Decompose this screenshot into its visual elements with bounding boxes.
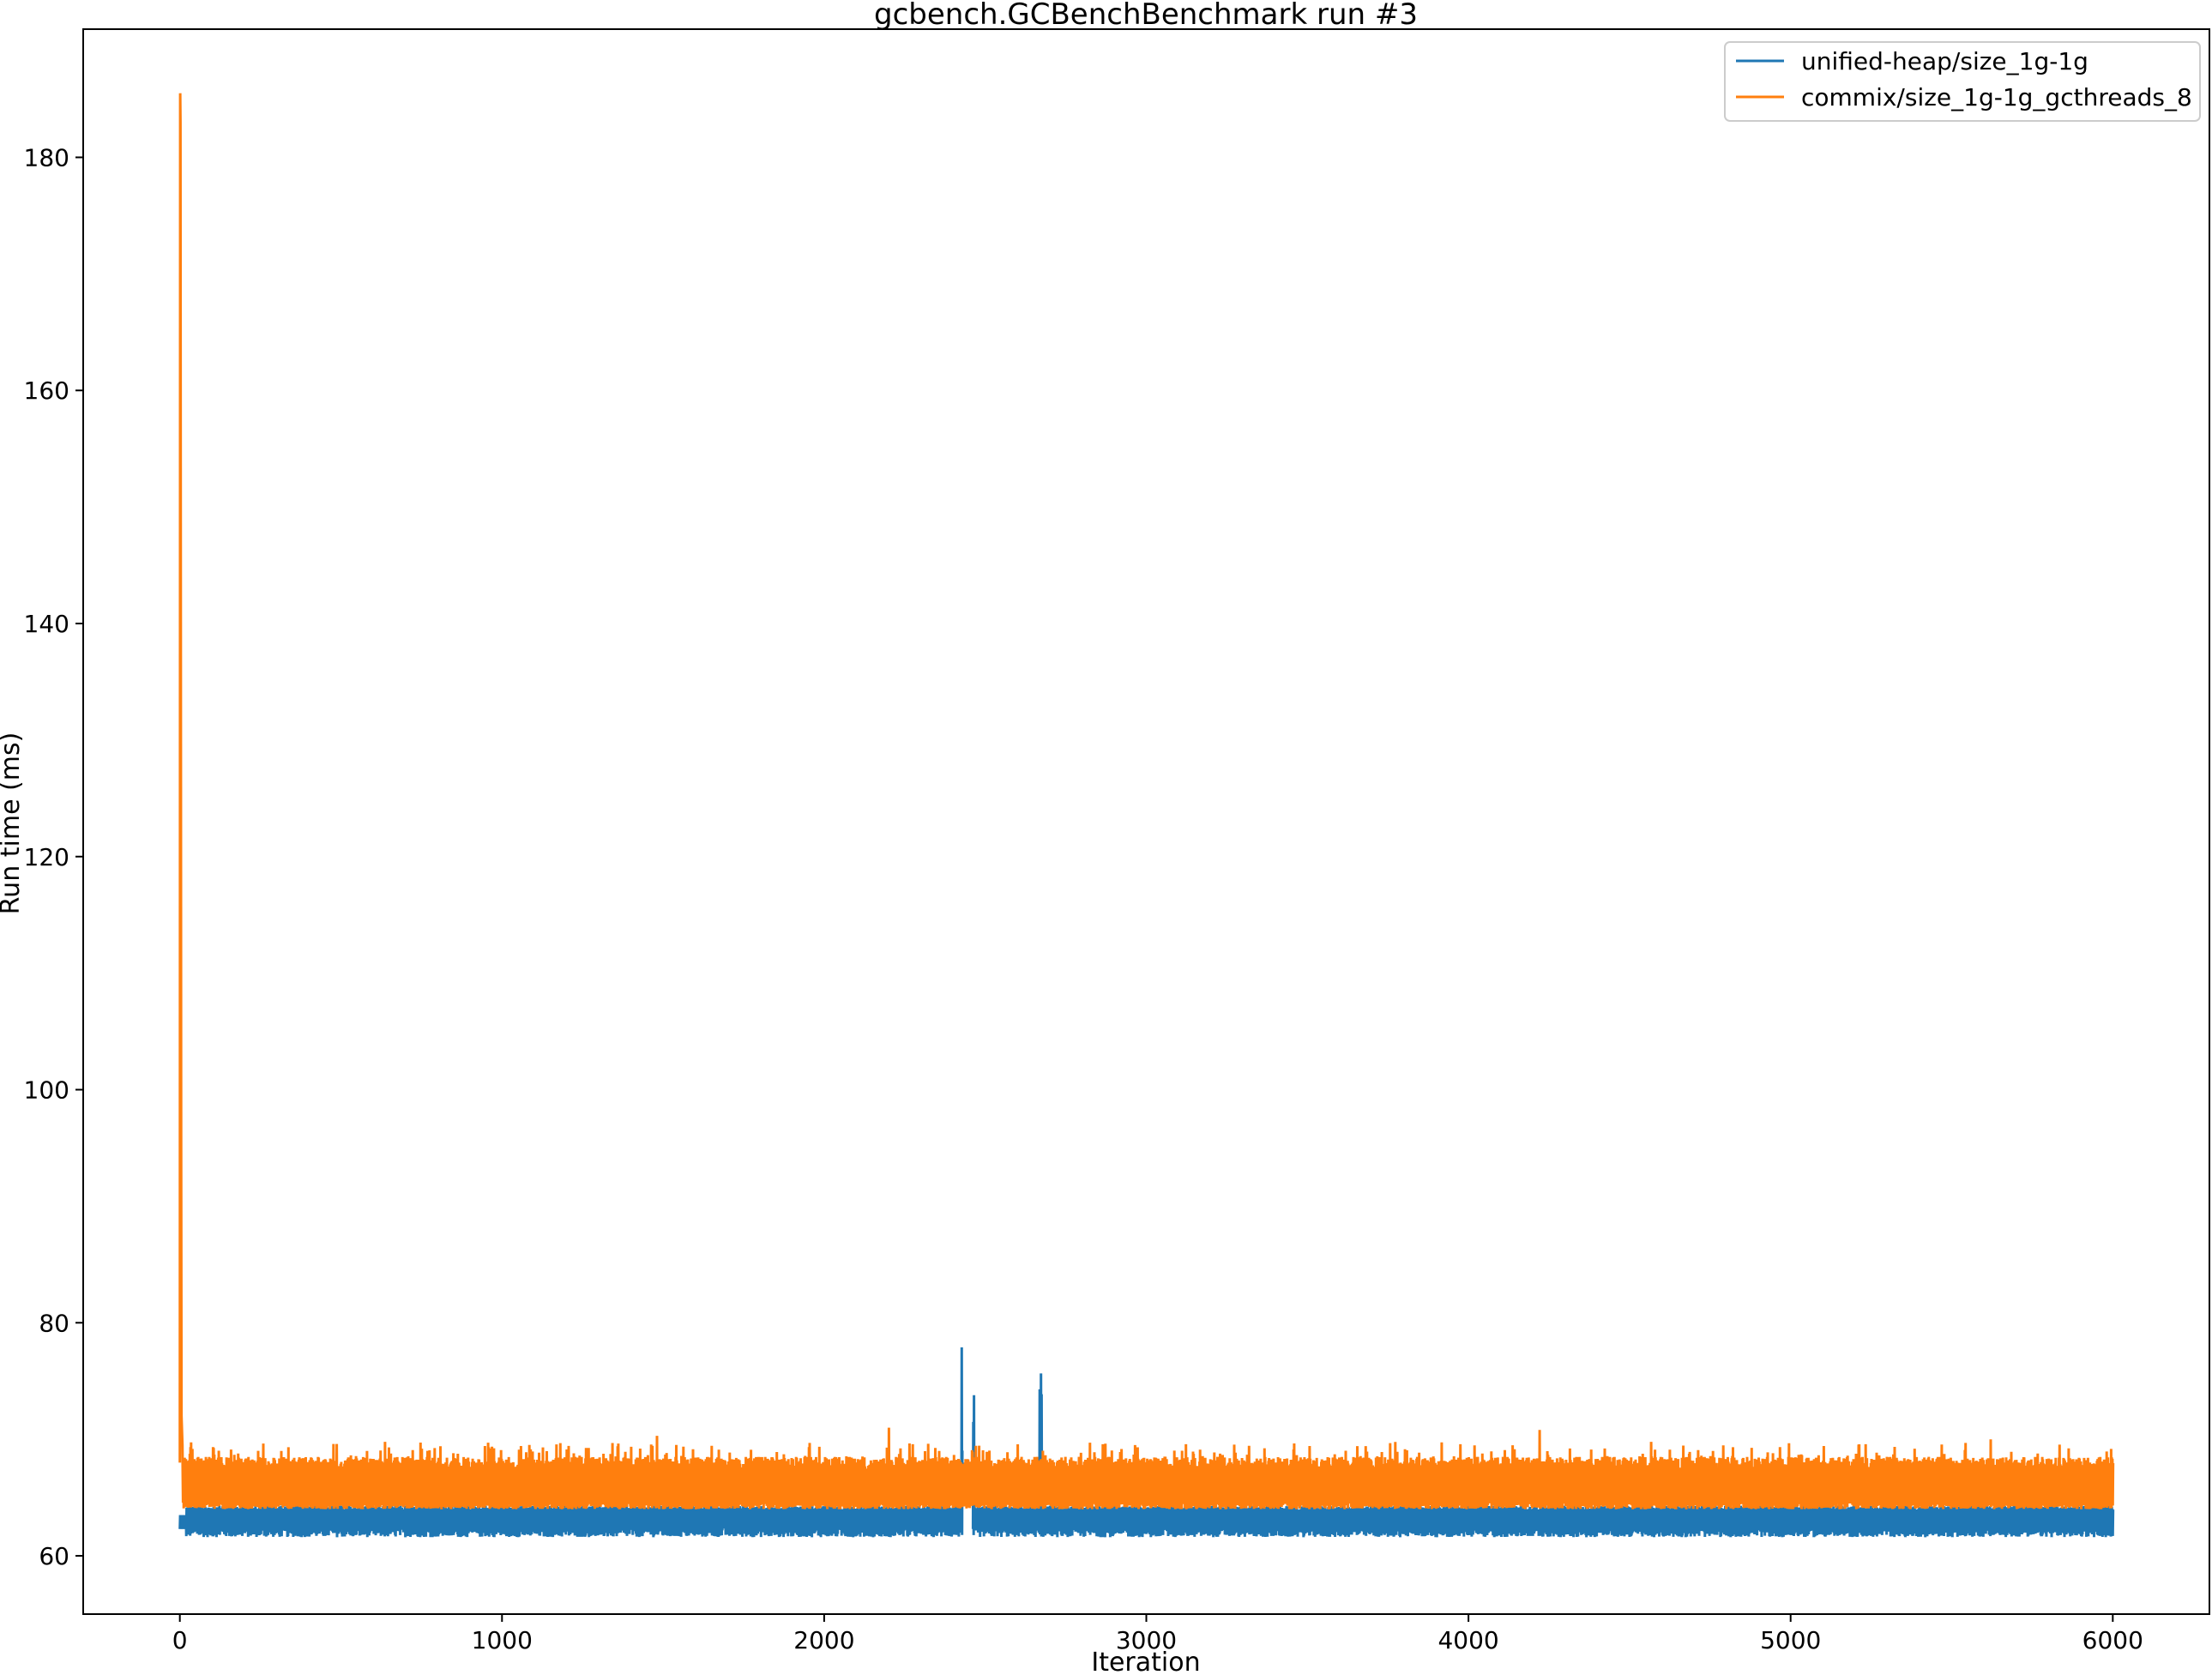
y-tick-label: 140 bbox=[24, 610, 69, 638]
y-tick-label: 120 bbox=[24, 843, 69, 871]
legend-frame bbox=[1724, 41, 2201, 122]
y-tick-label: 60 bbox=[39, 1542, 69, 1570]
series-line-unified-heap bbox=[178, 1347, 2115, 1538]
series-line-commix bbox=[178, 93, 2115, 1509]
legend-label-commix: commix/size_1g-1g_gcthreads_8 bbox=[1801, 83, 2192, 111]
axes: 0 1000 2000 3000 4000 5000 6000 60 80 100 120 140 16… bbox=[24, 28, 2210, 1654]
y-tick-label: 100 bbox=[24, 1076, 69, 1105]
plot-area bbox=[178, 93, 2115, 1538]
x-tick-label: 6000 bbox=[2082, 1626, 2143, 1654]
x-tick-label: 4000 bbox=[1437, 1626, 1498, 1654]
x-axis-label: Iteration bbox=[1091, 1648, 1200, 1675]
y-axis-label: Run time (ms) bbox=[0, 732, 26, 915]
legend-label-unified-heap: unified-heap/size_1g-1g bbox=[1801, 47, 2088, 75]
x-tick-label: 5000 bbox=[1760, 1626, 1821, 1654]
y-tick-label: 180 bbox=[24, 143, 69, 172]
plot-frame bbox=[82, 28, 2210, 1615]
legend: unified-heap/size_1g-1g commix/size_1g-1… bbox=[1724, 41, 2201, 122]
x-tick-label: 1000 bbox=[472, 1626, 533, 1654]
chart-title: gcbench.GCBenchBenchmark run #3 bbox=[874, 0, 1418, 32]
x-tick-label: 3000 bbox=[1116, 1626, 1177, 1654]
x-tick-label: 0 bbox=[172, 1626, 188, 1654]
y-tick-label: 160 bbox=[24, 377, 69, 405]
x-tick-label: 2000 bbox=[793, 1626, 854, 1654]
series-group bbox=[178, 93, 2115, 1538]
y-tick-label: 80 bbox=[39, 1309, 69, 1337]
